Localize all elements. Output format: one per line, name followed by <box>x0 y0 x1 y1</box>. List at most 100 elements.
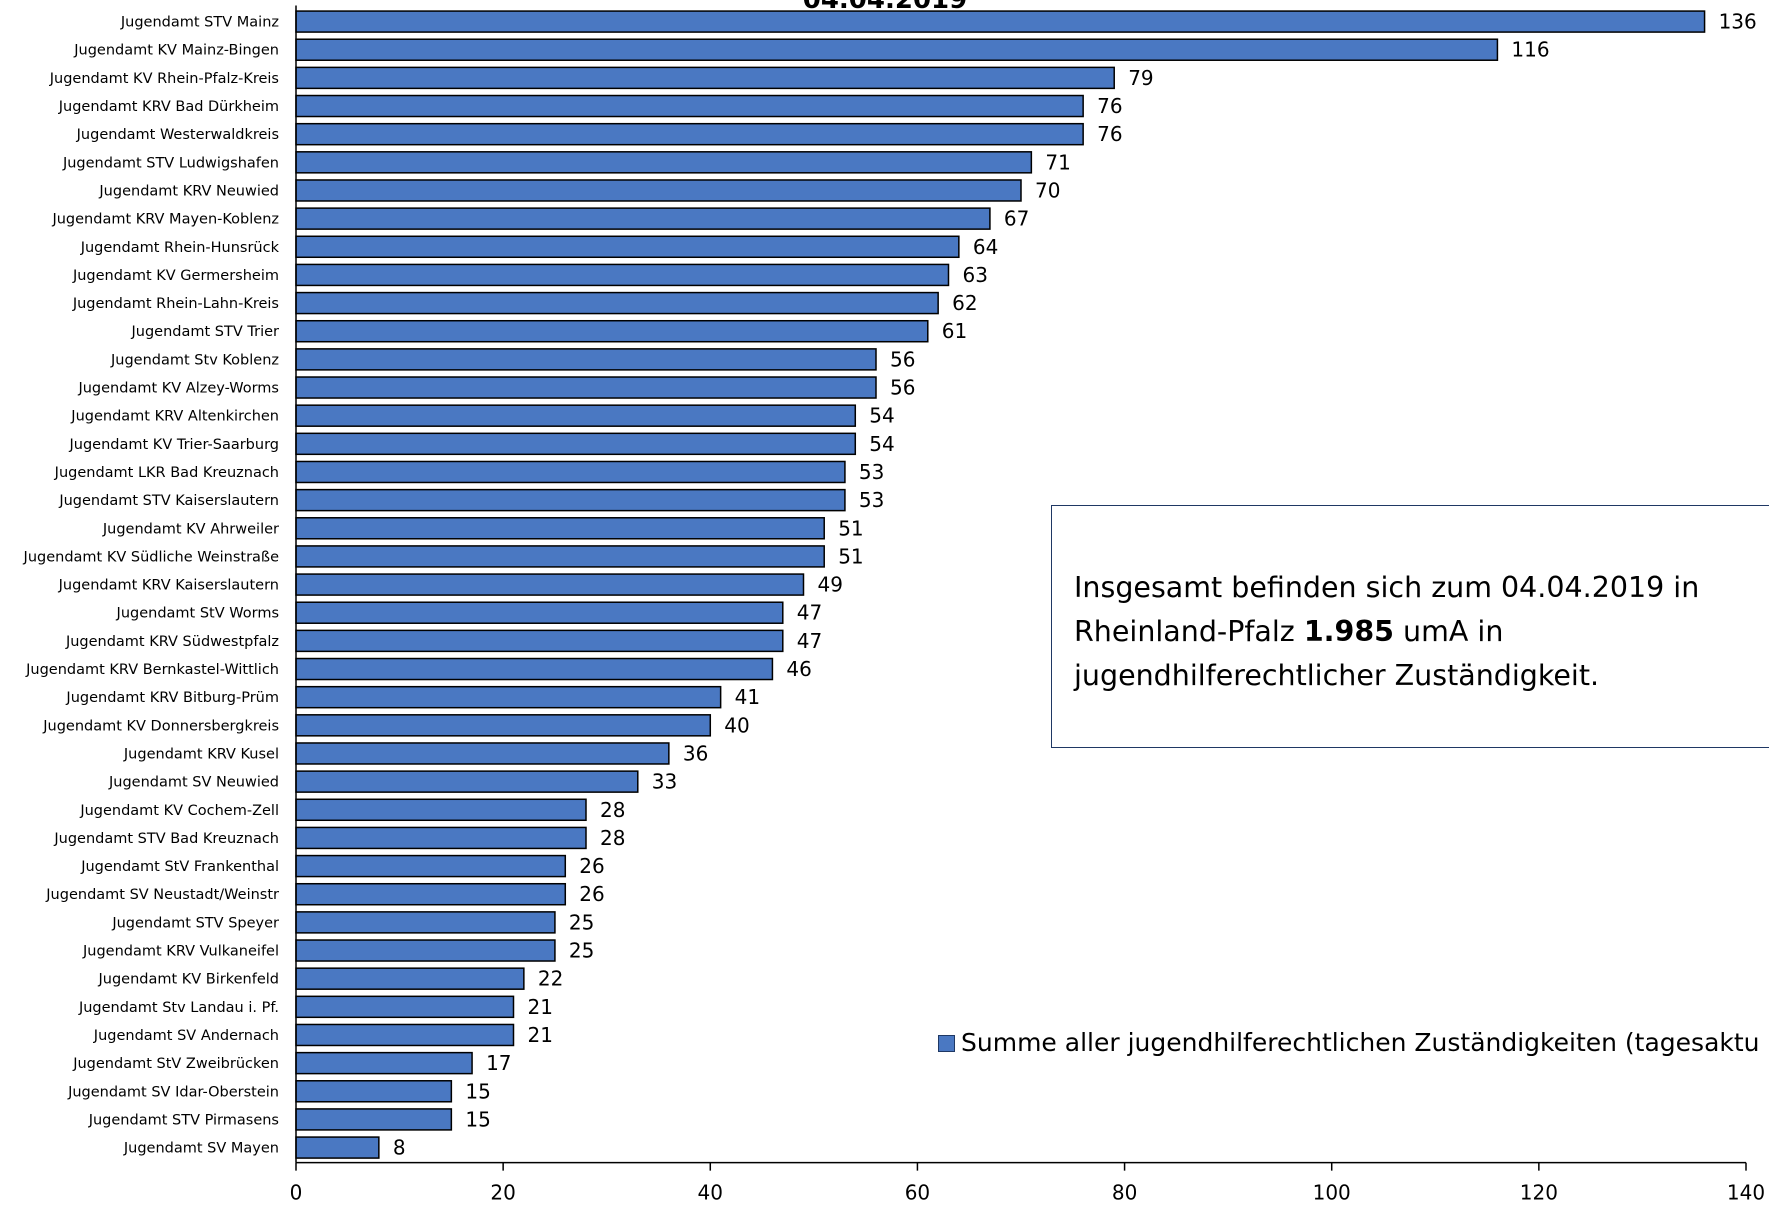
bar <box>295 488 846 512</box>
category-label: Jugendamt STV Mainz <box>120 15 279 31</box>
value-label: 56 <box>890 347 915 371</box>
category-label: Jugendamt KV Cochem-Zell <box>79 803 279 819</box>
category-label: Jugendamt SV Neuwied <box>108 775 279 791</box>
bar <box>295 911 556 934</box>
category-label: Jugendamt STV Trier <box>131 324 280 340</box>
bar <box>295 601 784 624</box>
value-label: 67 <box>1004 207 1029 231</box>
value-label: 22 <box>538 967 563 991</box>
value-label: 46 <box>786 657 811 681</box>
value-label: 21 <box>528 995 553 1019</box>
category-label: Jugendamt KRV Vulkaneifel <box>82 944 279 960</box>
bar <box>295 798 587 822</box>
bar <box>295 742 670 765</box>
bar <box>295 94 1084 118</box>
category-label: Jugendamt KV Germersheim <box>72 268 279 284</box>
value-label: 56 <box>890 376 915 400</box>
value-label: 76 <box>1097 94 1122 118</box>
category-label: Jugendamt KRV Kusel <box>123 746 279 762</box>
bar <box>295 826 587 850</box>
value-label: 36 <box>683 741 708 765</box>
category-label: Jugendamt KRV Bernkastel-Wittlich <box>25 662 279 678</box>
legend: Summe aller jugendhilferechtlichen Zustä… <box>938 1028 1760 1057</box>
value-label: 54 <box>869 404 894 428</box>
bar <box>295 319 929 343</box>
bar <box>295 770 639 793</box>
value-label: 17 <box>486 1051 511 1075</box>
category-label: Jugendamt STV Kaiserslautern <box>58 493 279 509</box>
value-label: 26 <box>579 882 604 906</box>
bar <box>295 432 857 456</box>
category-label: Jugendamt KRV Mayen-Koblenz <box>51 212 279 228</box>
bar <box>295 573 805 596</box>
value-labels: 1361167976767170676463626156565454535351… <box>393 10 1757 1160</box>
bar <box>295 404 857 427</box>
value-label: 40 <box>724 713 749 737</box>
value-label: 25 <box>569 939 594 963</box>
category-label: Jugendamt KV Mainz-Bingen <box>73 43 279 59</box>
category-label: Jugendamt Rhein-Lahn-Kreis <box>72 296 279 312</box>
value-label: 53 <box>859 488 884 512</box>
category-label: Jugendamt SV Mayen <box>123 1141 279 1157</box>
bar <box>295 854 567 878</box>
category-label: Jugendamt Stv Landau i. Pf. <box>78 1000 279 1016</box>
value-label: 79 <box>1128 66 1153 90</box>
value-label: 76 <box>1097 122 1122 146</box>
bar <box>295 517 825 540</box>
value-label: 28 <box>600 826 625 850</box>
category-label: Jugendamt KV Südliche Weinstraße <box>23 549 280 565</box>
value-label: 71 <box>1045 150 1070 174</box>
value-label: 51 <box>838 544 863 568</box>
x-tick-label: 120 <box>1520 1181 1558 1205</box>
category-label: Jugendamt StV Frankenthal <box>80 859 279 875</box>
summary-text-start: Insgesamt befinden sich zum 04.04.2019 i… <box>1074 571 1700 648</box>
x-tick-label: 20 <box>490 1181 515 1205</box>
value-label: 136 <box>1719 10 1757 34</box>
value-label: 61 <box>942 319 967 343</box>
value-label: 49 <box>818 573 843 597</box>
category-label: Jugendamt SV Andernach <box>93 1028 279 1044</box>
bar <box>295 376 877 399</box>
bar <box>295 1080 453 1103</box>
summary-textbox: Insgesamt befinden sich zum 04.04.2019 i… <box>1051 505 1769 748</box>
bar <box>295 685 722 709</box>
category-label: Jugendamt KRV Bad Dürkheim <box>58 99 279 115</box>
category-label: Jugendamt KV Alzey-Worms <box>77 381 279 397</box>
value-label: 47 <box>797 601 822 625</box>
bar <box>295 545 825 568</box>
value-label: 63 <box>963 263 988 287</box>
value-label: 15 <box>465 1107 490 1131</box>
bar <box>295 882 567 906</box>
bars-group <box>295 10 1706 1159</box>
value-label: 54 <box>869 432 894 456</box>
legend-label: Summe aller jugendhilferechtlichen Zustä… <box>961 1028 1760 1057</box>
bar <box>295 1023 515 1047</box>
category-label: Jugendamt KV Rhein-Pfalz-Kreis <box>49 71 279 87</box>
bar <box>295 38 1499 61</box>
bar <box>295 460 846 484</box>
category-label: Jugendamt KV Birkenfeld <box>97 972 279 988</box>
summary-text-end: umA in jugendhilferechtlicher Zuständigk… <box>1074 615 1600 692</box>
category-label: Jugendamt KRV Bitburg-Prüm <box>65 690 279 706</box>
category-label: Jugendamt KV Donnersbergkreis <box>42 718 279 734</box>
category-label: Jugendamt Rhein-Hunsrück <box>80 240 280 256</box>
value-label: 8 <box>393 1136 406 1160</box>
bar <box>295 151 1033 174</box>
value-label: 41 <box>735 685 760 709</box>
value-label: 53 <box>859 460 884 484</box>
category-label: Jugendamt StV Zweibrücken <box>72 1056 279 1072</box>
value-label: 28 <box>600 798 625 822</box>
bar <box>295 179 1022 202</box>
category-label: Jugendamt Stv Koblenz <box>110 352 279 368</box>
category-label: Jugendamt Westerwaldkreis <box>76 127 279 143</box>
value-label: 25 <box>569 910 594 934</box>
bar <box>295 207 991 230</box>
category-label: Jugendamt KRV Altenkirchen <box>70 409 279 425</box>
bar <box>295 995 515 1019</box>
bar <box>295 1136 380 1159</box>
bar <box>295 263 950 287</box>
bar <box>295 1051 473 1075</box>
category-label: Jugendamt STV Ludwigshafen <box>62 155 279 171</box>
category-label: Jugendamt KV Trier-Saarburg <box>69 437 279 453</box>
category-labels: Jugendamt STV Mainz Jugendamt KV Mainz-Bi… <box>23 15 280 1157</box>
